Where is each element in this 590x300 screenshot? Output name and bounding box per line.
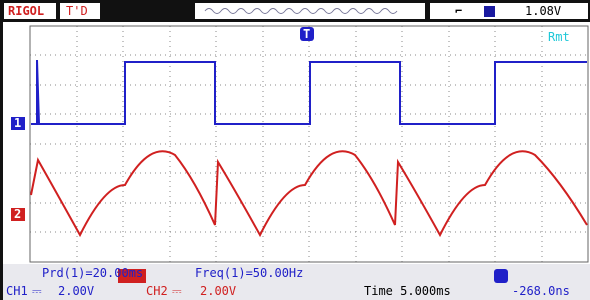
left-border [0, 0, 3, 300]
trigger-box [430, 3, 588, 19]
remote-indicator: Rmt [548, 30, 570, 44]
timebase: Time 5.000ms [364, 284, 451, 298]
ch2-label: CH2 [146, 284, 168, 298]
display-graphics [0, 0, 590, 300]
period-measurement: Prd(1)=20.00ms [42, 266, 143, 280]
ch2-marker: 2 [14, 207, 21, 221]
trigger-offset: -268.0ns [512, 284, 570, 298]
ch1-label: CH1 [6, 284, 28, 298]
oscilloscope-screen: RIGOL T'D ⌐ 1.08V Rmt T 1 2 Prd(1)=20.00… [0, 0, 590, 300]
ch2-scale: 2.00V [200, 284, 236, 298]
ch1-coupling: ⎓ [32, 284, 42, 298]
background [0, 0, 590, 300]
trigger-status: T'D [66, 4, 88, 18]
trigger-slope: ⌐ [455, 4, 462, 18]
trigger-marker: T [303, 27, 310, 41]
frequency-measurement: Freq(1)=50.00Hz [195, 266, 303, 280]
trigger-source-icon [484, 6, 495, 17]
ch1-marker: 1 [14, 116, 21, 130]
brand: RIGOL [8, 4, 44, 18]
ch2-coupling: ⎓ [172, 284, 182, 298]
ch1-scale: 2.00V [58, 284, 94, 298]
trigger-level: 1.08V [525, 4, 561, 18]
offset-icon [494, 269, 508, 283]
